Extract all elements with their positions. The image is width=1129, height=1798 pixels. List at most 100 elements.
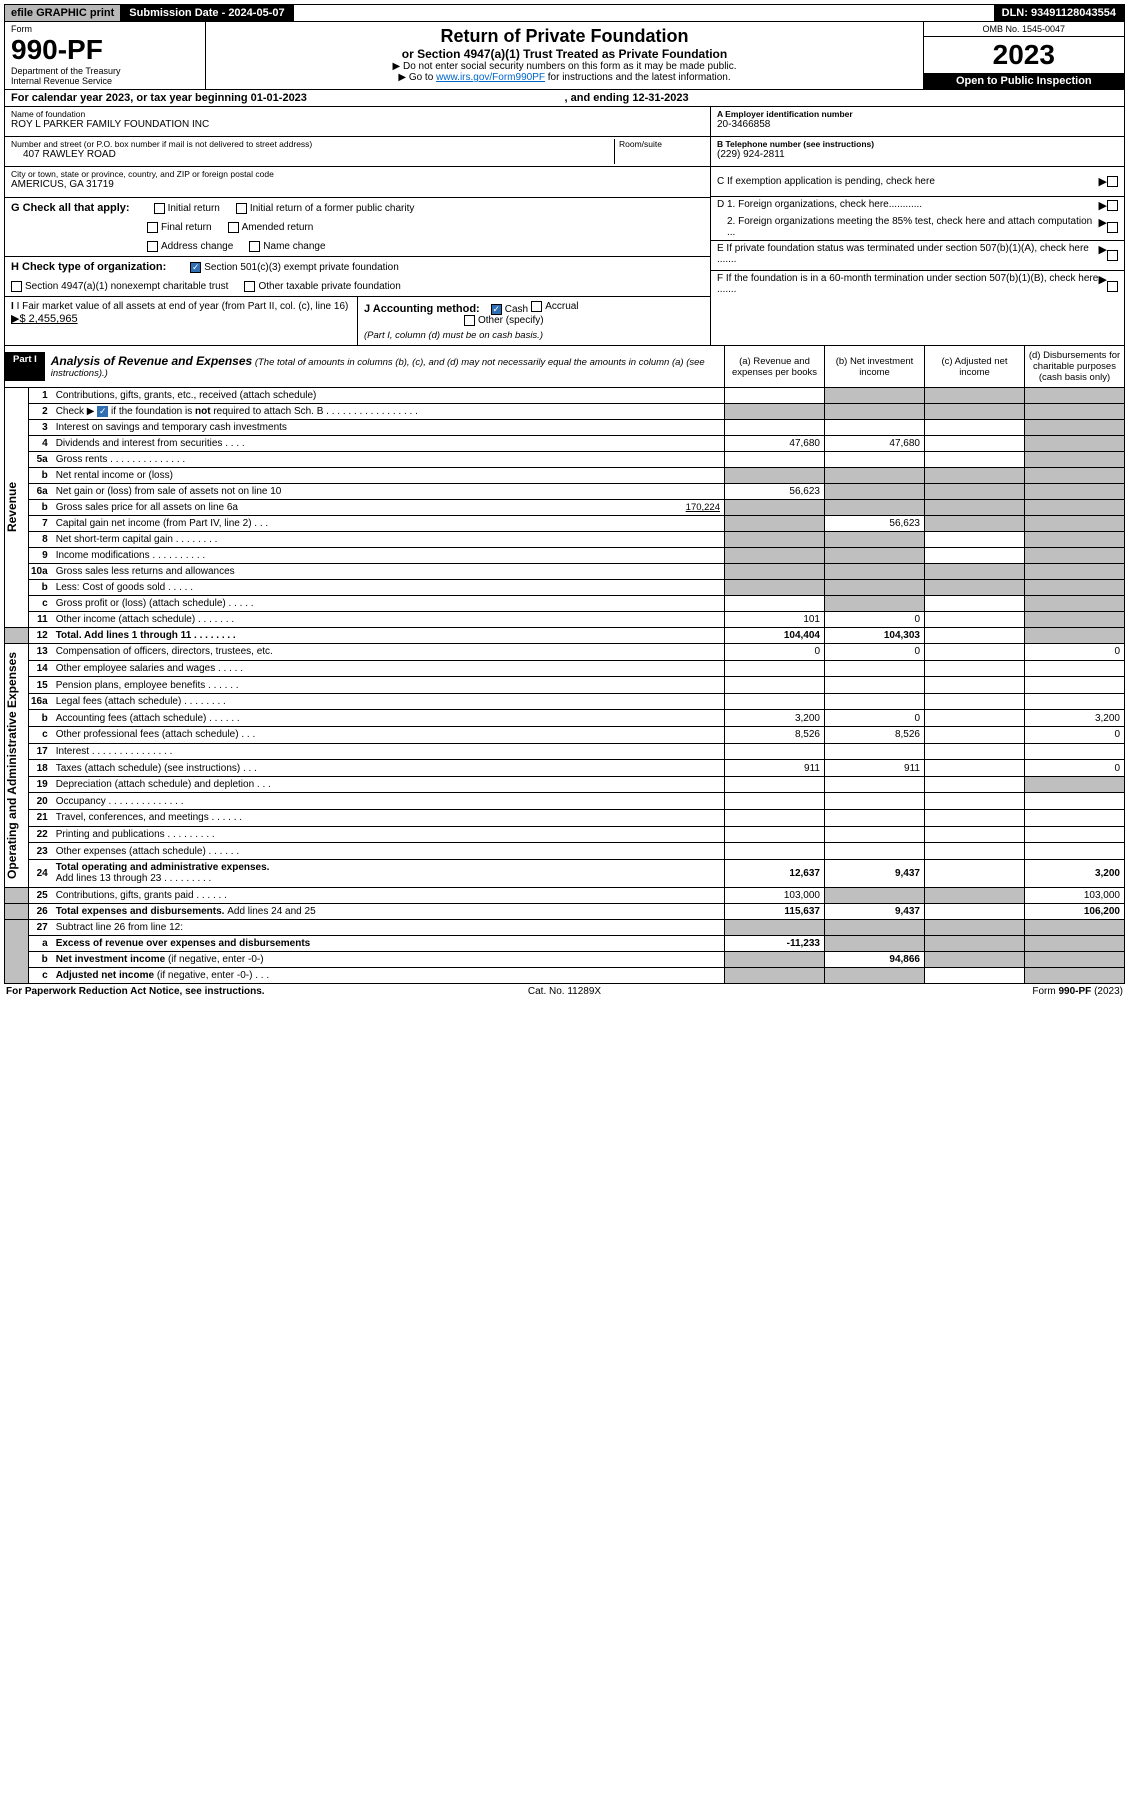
chk-final-return[interactable]: Final return [147,222,212,233]
ein-label: A Employer identification number [717,109,1118,119]
part1-label: Part I [5,352,45,381]
chk-address-change[interactable]: Address change [147,241,233,252]
room-label: Room/suite [619,139,704,149]
address-row: Number and street (or P.O. box number if… [5,137,710,167]
line-desc: Excess of revenue over expenses and disb… [52,935,725,951]
val-b: 47,680 [825,436,925,452]
header-right: OMB No. 1545-0047 2023 Open to Public In… [923,22,1124,89]
line-desc: Contributions, gifts, grants paid . . . … [52,887,725,903]
line-num: 17 [29,743,52,760]
chk-accrual[interactable]: Accrual [531,301,578,312]
line-desc: Adjusted net income (if negative, enter … [52,967,725,983]
note-link: ▶ Go to www.irs.gov/Form990PF for instru… [212,72,916,83]
top-bar: efile GRAPHIC print Submission Date - 20… [4,4,1125,22]
line-desc: Legal fees (attach schedule) . . . . . .… [52,693,725,710]
line-num: b [29,500,52,516]
line-num: 24 [29,859,52,887]
ij-row: I I Fair market value of all assets at e… [5,297,710,345]
part1-title: Analysis of Revenue and Expenses [51,354,252,368]
note-ssn: ▶ Do not enter social security numbers o… [212,61,916,72]
line-desc: Net gain or (loss) from sale of assets n… [52,484,725,500]
chk-initial-return[interactable]: Initial return [154,202,220,214]
val-a: 115,637 [725,903,825,919]
line-num: 16a [29,693,52,710]
submission-date: Submission Date - 2024-05-07 [121,5,293,21]
dept-treasury: Department of the Treasury [11,66,199,76]
val-a: 103,000 [725,887,825,903]
footer-center: Cat. No. 11289X [378,986,750,997]
val-b: 8,526 [825,727,925,744]
line-num: 1 [29,388,52,404]
chk-initial-former[interactable]: Initial return of a former public charit… [236,202,415,214]
g-check-row: G Check all that apply: Initial return I… [5,197,710,257]
line-desc: Depreciation (attach schedule) and deple… [52,776,725,793]
line-desc: Other expenses (attach schedule) . . . .… [52,843,725,860]
val-b: 0 [825,644,925,661]
f-label: F If the foundation is in a 60-month ter… [717,273,1099,299]
j-note: (Part I, column (d) must be on cash basi… [364,330,543,341]
line-num: c [29,727,52,744]
calendar-year-row: For calendar year 2023, or tax year begi… [4,90,1125,107]
i-value: ▶$ 2,455,965 [11,312,351,325]
h-label: H Check type of organization: [11,261,166,273]
efile-label: efile GRAPHIC print [5,5,121,21]
chk-501c3[interactable]: ✓Section 501(c)(3) exempt private founda… [190,261,399,273]
chk-label: Amended return [242,222,314,233]
chk-other-method[interactable]: Other (specify) [364,315,544,326]
line-desc: Interest . . . . . . . . . . . . . . . [52,743,725,760]
chk-label: Address change [161,241,233,252]
line-desc: Net rental income or (loss) [52,468,725,484]
val-d: 0 [1025,644,1125,661]
chk-f[interactable] [1107,273,1118,299]
line-desc: Income modifications . . . . . . . . . . [52,548,725,564]
form-header: Form 990-PF Department of the Treasury I… [4,22,1125,90]
line-num: 11 [29,612,52,628]
val-b: 0 [825,710,925,727]
i-label: I Fair market value of all assets at end… [17,301,349,312]
spacer [294,5,994,21]
chk-other-taxable[interactable]: Other taxable private foundation [244,281,400,292]
line-num: 15 [29,677,52,694]
line-num: 26 [29,903,52,919]
col-b: (b) Net investment income [825,346,925,388]
chk-d1[interactable] [1107,199,1118,212]
line-desc: Other income (attach schedule) . . . . .… [52,612,725,628]
line-num: b [29,710,52,727]
val-b: 9,437 [825,903,925,919]
line-desc: Taxes (attach schedule) (see instruction… [52,760,725,777]
chk-e[interactable] [1107,243,1118,268]
cal-begin: For calendar year 2023, or tax year begi… [11,92,565,104]
d1-label: D 1. Foreign organizations, check here..… [717,199,1099,212]
val-b: 94,866 [825,951,925,967]
chk-name-change[interactable]: Name change [249,241,325,252]
line-num: c [29,596,52,612]
irs-link[interactable]: www.irs.gov/Form990PF [436,72,545,83]
chk-d2[interactable] [1107,216,1118,238]
col-a: (a) Revenue and expenses per books [725,346,825,388]
header-left: Form 990-PF Department of the Treasury I… [5,22,206,89]
footer: For Paperwork Reduction Act Notice, see … [4,984,1125,999]
e-label: E If private foundation status was termi… [717,243,1099,268]
chk-cash[interactable]: ✓Cash [491,304,528,315]
col-c: (c) Adjusted net income [925,346,1025,388]
c-row: C If exemption application is pending, c… [711,167,1124,197]
form-title: Return of Private Foundation [212,26,916,47]
info-right: A Employer identification number 20-3466… [710,107,1124,345]
d-row: D 1. Foreign organizations, check here..… [711,197,1124,241]
irs-label: Internal Revenue Service [11,76,199,86]
chk-4947a1[interactable]: Section 4947(a)(1) nonexempt charitable … [11,281,228,292]
line-num: 4 [29,436,52,452]
val-d: 103,000 [1025,887,1125,903]
val-a: 3,200 [725,710,825,727]
chk-amended-return[interactable]: Amended return [228,222,314,233]
val-b: 56,623 [825,516,925,532]
chk-c[interactable] [1107,176,1118,187]
phone-value: (229) 924-2811 [717,149,1118,160]
line-num: a [29,935,52,951]
line-num: 21 [29,810,52,827]
line-num: 25 [29,887,52,903]
line-desc: Less: Cost of goods sold . . . . . [52,580,725,596]
line-desc: Dividends and interest from securities .… [52,436,725,452]
line-num: 3 [29,420,52,436]
val-d: 0 [1025,760,1125,777]
